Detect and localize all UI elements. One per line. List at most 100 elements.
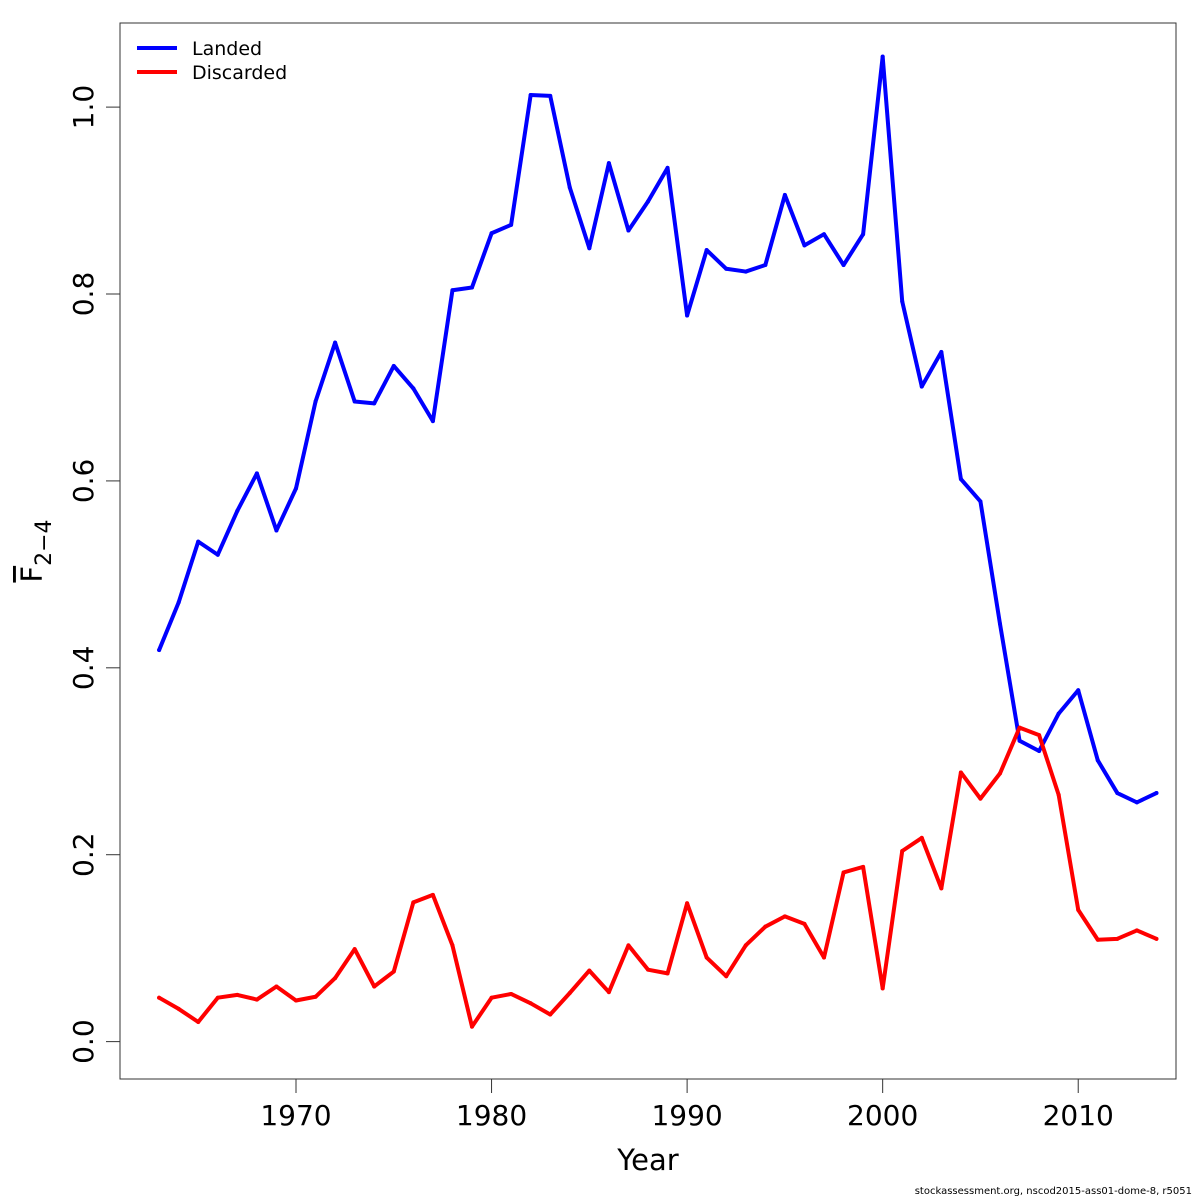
data-point-landed (998, 621, 1002, 626)
data-point-landed (587, 246, 592, 251)
data-point-landed (215, 552, 220, 557)
y-axis-title: F2−4 (15, 519, 57, 582)
data-point-discarded (391, 969, 396, 974)
data-point-landed (958, 477, 963, 482)
x-axis: 1970 1980 1990 2000 2010 (260, 1079, 1114, 1132)
data-point-landed (743, 269, 748, 274)
data-point-discarded (352, 947, 357, 952)
data-point-landed (822, 232, 826, 237)
data-point-landed (567, 185, 572, 190)
data-point-landed (919, 384, 924, 389)
footer-credit: stockassessment.org, nscod2015-ass01-dom… (914, 1186, 1192, 1197)
y-axis-title-main: F (15, 566, 49, 583)
data-point-discarded (606, 990, 611, 995)
data-point-discarded (567, 991, 572, 996)
x-tick-label: 1980 (456, 1099, 527, 1132)
data-point-landed (372, 401, 377, 406)
series-line-landed (157, 54, 1159, 805)
data-point-landed (939, 349, 944, 354)
data-point-discarded (1115, 936, 1120, 941)
data-point-discarded (978, 796, 983, 801)
data-point-landed (450, 288, 455, 293)
data-point-landed (626, 228, 631, 233)
data-point-landed (900, 299, 905, 304)
x-axis-title: Year (616, 1143, 678, 1177)
svg-text:F2−4: F2−4 (15, 519, 57, 582)
data-point-discarded (763, 924, 768, 929)
data-point-discarded (626, 943, 631, 948)
data-point-discarded (528, 1001, 533, 1006)
x-tick-label: 2010 (1043, 1099, 1114, 1132)
data-point-landed (802, 243, 807, 248)
x-tick-label: 1990 (651, 1099, 722, 1132)
data-point-discarded (880, 986, 885, 991)
data-point-discarded (1095, 937, 1100, 942)
data-point-landed (235, 508, 240, 513)
data-point-landed (489, 231, 494, 236)
data-point-landed (704, 248, 709, 253)
y-tick-label: 0.4 (67, 646, 100, 691)
y-tick-label: 0.0 (67, 1019, 100, 1064)
data-point-discarded (841, 870, 846, 875)
data-point-landed (470, 285, 474, 290)
data-point-landed (1076, 688, 1081, 693)
data-point-discarded (235, 992, 240, 997)
data-point-landed (1017, 738, 1022, 743)
data-point-discarded (646, 967, 650, 972)
data-point-landed (606, 161, 611, 166)
y-tick-label: 0.6 (67, 459, 100, 504)
data-point-landed (430, 419, 435, 424)
x-tick-label: 1970 (260, 1099, 331, 1132)
data-point-landed (1115, 791, 1120, 796)
data-point-landed (1056, 711, 1061, 716)
data-point-discarded (430, 892, 435, 897)
data-point-discarded (1154, 936, 1159, 941)
data-point-discarded (802, 921, 807, 926)
y-axis: 0.0 0.2 0.4 0.6 0.8 1.0 (67, 85, 120, 1064)
data-point-landed (782, 192, 787, 197)
data-point-discarded (548, 1012, 553, 1017)
data-point-discarded (1017, 725, 1022, 730)
data-point-discarded (939, 886, 944, 891)
data-point-landed (1095, 758, 1100, 763)
data-point-landed (1154, 791, 1159, 796)
data-point-discarded (450, 943, 455, 948)
data-point-landed (294, 486, 298, 491)
data-point-discarded (157, 995, 162, 1000)
data-point-discarded (587, 968, 592, 973)
data-point-discarded (294, 998, 298, 1003)
y-tick-label: 0.8 (67, 272, 100, 317)
data-point-landed (333, 340, 338, 345)
data-point-landed (685, 313, 690, 318)
y-axis-title-subscript: 2−4 (32, 519, 57, 565)
data-point-discarded (822, 955, 826, 960)
data-point-landed (411, 386, 416, 391)
data-point-discarded (900, 848, 905, 853)
data-point-landed (978, 499, 983, 504)
data-point-landed (841, 263, 846, 268)
series-line-discarded (157, 725, 1159, 1029)
data-point-discarded (724, 974, 729, 979)
data-point-landed (509, 222, 514, 227)
data-point-discarded (333, 976, 338, 981)
data-point-discarded (1056, 792, 1061, 797)
data-point-discarded (254, 997, 259, 1002)
x-tick-label: 2000 (847, 1099, 918, 1132)
data-point-discarded (782, 914, 787, 919)
data-point-discarded (704, 955, 709, 960)
y-tick-label: 0.2 (67, 832, 100, 877)
data-point-discarded (372, 984, 377, 989)
legend-label-landed: Landed (192, 38, 262, 60)
data-point-landed (313, 399, 318, 404)
data-point-landed (665, 165, 670, 170)
data-point-landed (646, 199, 650, 204)
data-point-landed (254, 471, 259, 476)
data-point-landed (528, 92, 533, 97)
data-point-discarded (313, 994, 318, 999)
data-point-landed (763, 263, 768, 268)
plot-frame (119, 22, 1177, 1080)
data-point-discarded (215, 995, 220, 1000)
data-point-landed (724, 266, 729, 271)
data-point-landed (196, 539, 201, 544)
